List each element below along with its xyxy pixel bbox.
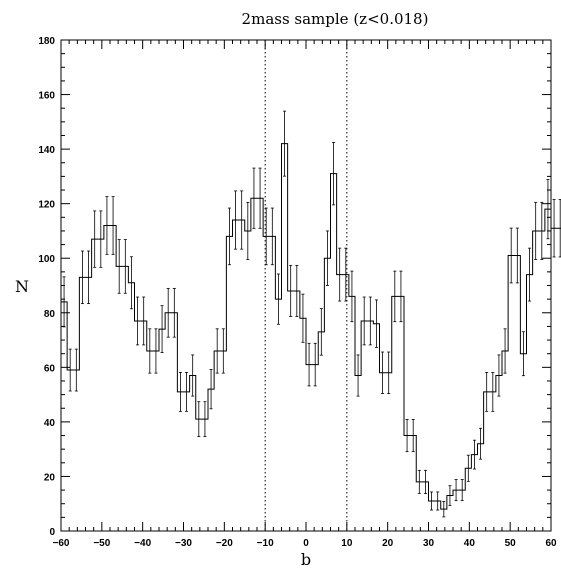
x-tick-label: 10 [341,538,353,549]
x-tick-label: −50 [93,538,110,549]
y-tick-label: 20 [44,472,56,483]
y-tick-label: 100 [38,254,55,265]
y-tick-label: 0 [49,527,55,538]
x-axis-label: b [301,550,311,569]
x-tick-label: −40 [134,538,151,549]
x-tick-label: −10 [257,538,274,549]
x-tick-label: 0 [303,538,309,549]
x-tick-label: 20 [382,538,394,549]
y-tick-label: 120 [38,200,55,211]
y-tick-label: 40 [44,418,56,429]
plot-area: −60 −50 −40 −30 −20 −10 0 10 20 30 40 50 60 0 20 40 60 80… [38,36,561,549]
x-tick-label: 60 [545,538,557,549]
x-tick-label: 50 [505,538,517,549]
x-tick-label: −30 [175,538,192,549]
histogram-outline [60,143,561,531]
chart-title: 2mass sample (z<0.018) [242,10,429,28]
y-tick-label: 160 [38,91,55,102]
x-tick-label: −60 [53,538,70,549]
y-tick-label: 60 [44,363,56,374]
x-tick-label: −20 [216,538,233,549]
y-tick-label: 180 [38,36,55,47]
y-tick-label: 80 [44,309,56,320]
x-tick-label: 30 [423,538,435,549]
y-axis-label: N [15,277,29,296]
y-tick-label: 140 [38,145,55,156]
x-tick-label: 40 [464,538,476,549]
